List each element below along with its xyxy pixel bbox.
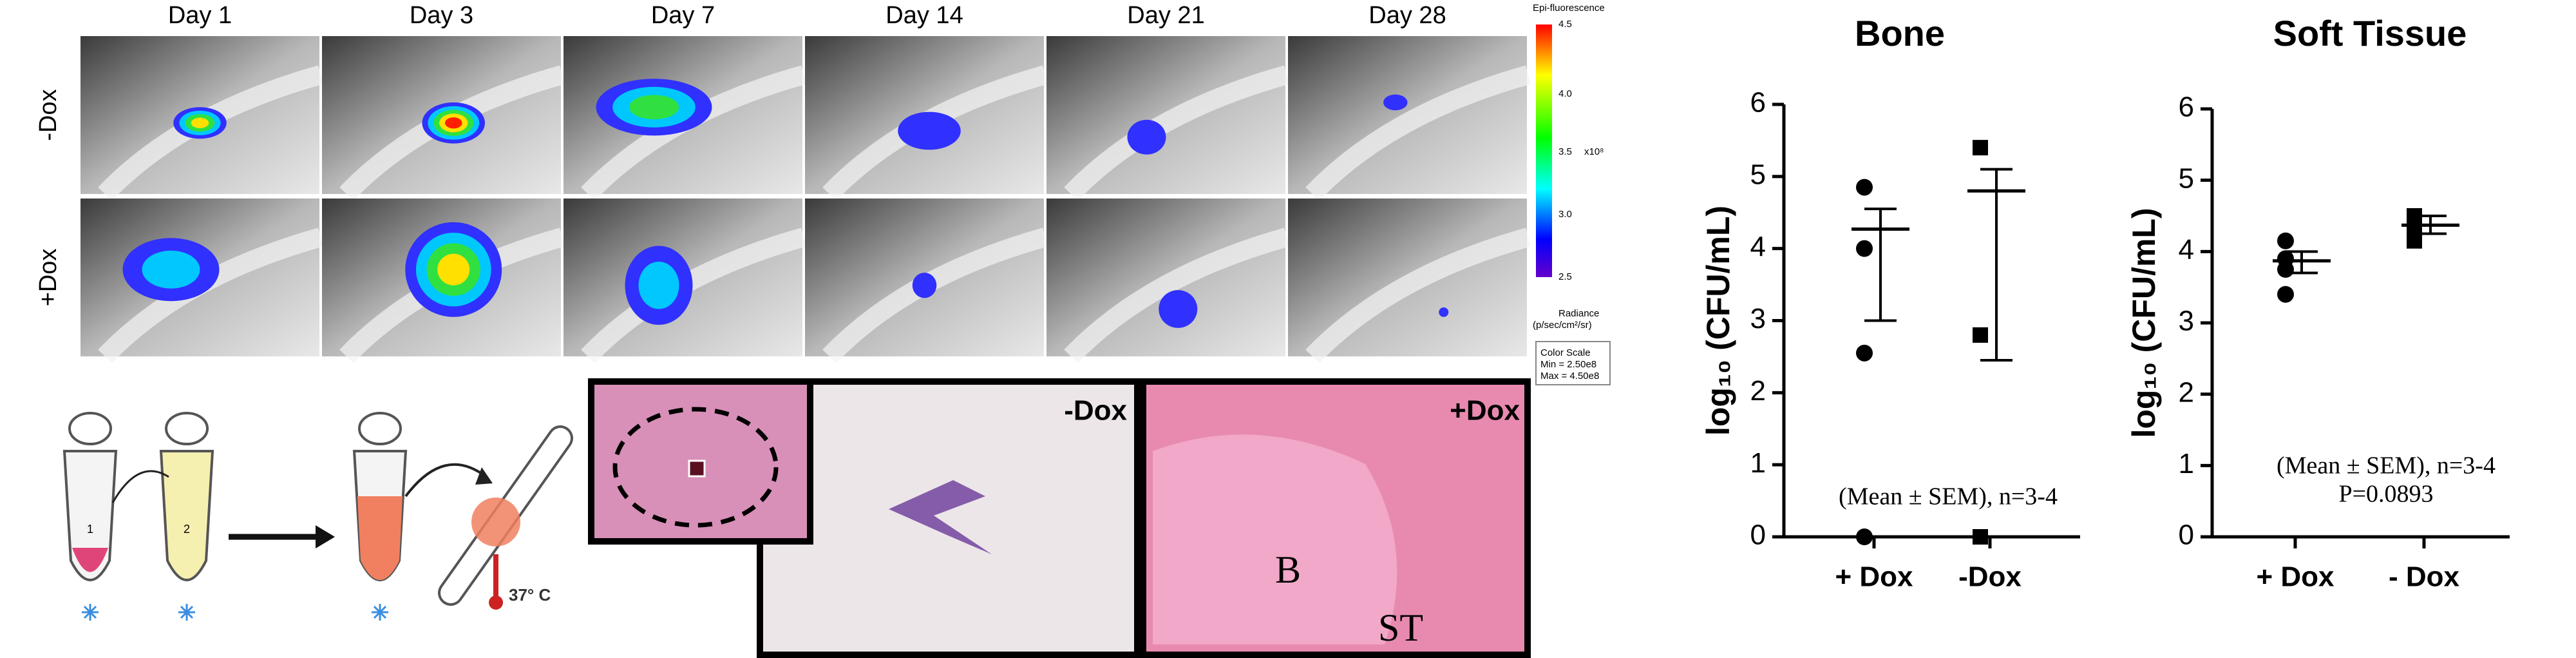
data-point — [2277, 285, 2294, 303]
panel-label: +Dox — [1450, 395, 1520, 427]
colorbar-title: Epi-fluorescence — [1533, 3, 1605, 14]
signal — [912, 273, 937, 298]
annotation: P=0.0893 — [2338, 481, 2433, 508]
signal — [444, 117, 462, 129]
colorbar-tick: 3.5 — [1558, 146, 1572, 157]
chart-title: Bone — [1855, 13, 1945, 53]
tissue-label: ST — [1378, 606, 1423, 649]
data-point — [1856, 179, 1873, 196]
y-tick-label: 6 — [2179, 92, 2194, 123]
scale-box — [1535, 341, 1611, 385]
day-label: Day 1 — [168, 2, 232, 29]
imaging-panels: Day 1 Day 3 Day 7 Day 14 Day 21 Day 28 -Dox +Do… — [35, 2, 1531, 363]
signal — [629, 95, 679, 120]
y-axis-label: log₁₀ (CFU/mL) — [2126, 208, 2162, 438]
bone-shadow — [1305, 227, 1531, 363]
scale-max: Max = 4.50e8 — [1540, 371, 1599, 382]
y-tick-label: 2 — [1750, 375, 1766, 407]
y-tick-label: 4 — [2179, 234, 2194, 266]
x-tick-label: - Dox — [2389, 561, 2460, 593]
signal — [898, 111, 961, 150]
y-tick-label: 5 — [2179, 162, 2194, 194]
scale-title: Color Scale — [1540, 347, 1591, 358]
data-point — [1973, 327, 1988, 343]
panel-label: -Dox — [1064, 395, 1127, 427]
colorbar — [1536, 24, 1552, 277]
tissue-label: B — [1275, 548, 1301, 591]
data-point — [1856, 240, 1873, 257]
y-tick-label: 6 — [1750, 87, 1766, 119]
data-point — [1856, 344, 1873, 362]
signal — [191, 117, 209, 128]
data-point — [1973, 529, 1988, 545]
colorbar-label: Radiance — [1558, 308, 1599, 319]
day-label: Day 3 — [410, 2, 473, 29]
inset-outline — [612, 407, 779, 528]
day-label: Day 14 — [886, 2, 963, 29]
signal — [638, 262, 679, 309]
annotation: (Mean ± SEM), n=3-4 — [1839, 483, 2058, 510]
data-point — [1856, 528, 1873, 545]
bone-shadow — [1064, 227, 1290, 363]
day-label: Day 28 — [1368, 2, 1446, 29]
y-tick-label: 0 — [1750, 519, 1766, 551]
y-tick-label: 0 — [2179, 519, 2194, 551]
colorbar-tick: 2.5 — [1558, 271, 1572, 282]
bone-shadow — [1305, 65, 1531, 201]
y-tick-label: 2 — [2179, 376, 2194, 408]
y-tick-label: 4 — [1750, 231, 1766, 262]
x-tick-label: -Dox — [1958, 561, 2022, 593]
inset-box — [688, 460, 706, 478]
x-tick-label: + Dox — [2256, 561, 2334, 593]
y-axis-label: log₁₀ (CFU/mL) — [1700, 206, 1736, 436]
signal — [437, 253, 470, 285]
signal — [1159, 290, 1198, 328]
tube-label: 2 — [184, 523, 190, 536]
row-label: +Dox — [35, 249, 62, 307]
tube-label: 1 — [87, 523, 93, 536]
y-tick-label: 5 — [1750, 159, 1766, 190]
bone-shadow — [1064, 65, 1290, 201]
signal — [1127, 119, 1166, 155]
scale-min: Min = 2.50e8 — [1540, 359, 1596, 370]
y-tick-label: 1 — [2179, 448, 2194, 479]
signal — [142, 250, 200, 289]
stain — [889, 480, 992, 554]
y-tick-label: 3 — [2179, 305, 2194, 337]
histology-minus-dox — [757, 378, 1141, 658]
colorbar-exponent: x10⁸ — [1584, 146, 1604, 157]
day-label: Day 21 — [1127, 2, 1204, 29]
illustration — [62, 412, 573, 621]
bone-region — [1153, 434, 1397, 644]
temperature-label: 37° C — [509, 585, 551, 605]
data-point — [2407, 233, 2422, 249]
colorbar-tick: 3.0 — [1558, 209, 1572, 220]
data-point — [2277, 232, 2294, 249]
signal — [1383, 94, 1408, 111]
y-tick-label: 3 — [1750, 303, 1766, 334]
annotation: (Mean ± SEM), n=3-4 — [2277, 452, 2496, 479]
row-label: -Dox — [35, 89, 62, 140]
signal — [1439, 307, 1449, 317]
colorbar-unit: (p/sec/cm²/sr) — [1533, 320, 1592, 331]
data-point — [1973, 140, 1988, 156]
day-label: Day 7 — [651, 2, 715, 29]
chart-title: Soft Tissue — [2273, 13, 2467, 53]
charts: Bone log₁₀ (CFU/mL) 0 1 2 3 4 5 6 + Dox -Dox (Mean … — [1700, 13, 2510, 593]
colorbar-tick: 4.5 — [1558, 19, 1572, 30]
y-tick-label: 1 — [1750, 447, 1766, 479]
colorbar-tick: 4.0 — [1558, 88, 1572, 99]
data-point — [2277, 261, 2294, 278]
x-tick-label: + Dox — [1835, 561, 1913, 593]
